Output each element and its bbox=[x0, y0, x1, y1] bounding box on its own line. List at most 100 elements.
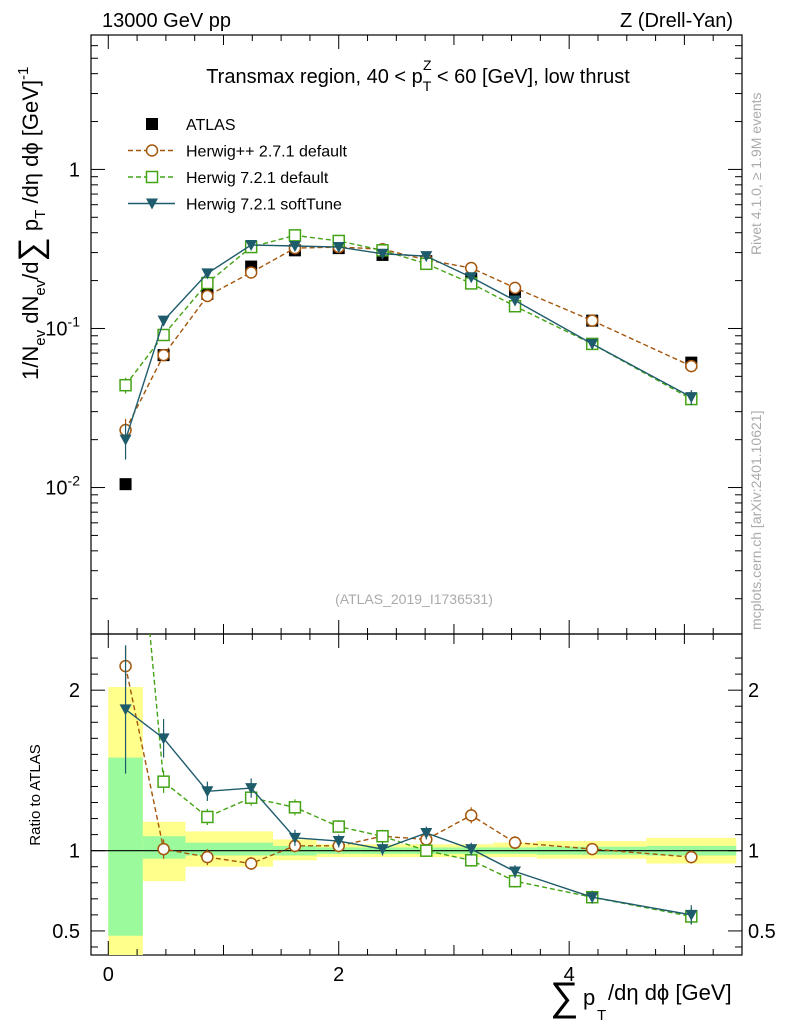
legend-label: ATLAS bbox=[186, 117, 236, 134]
ratio-point bbox=[245, 783, 258, 795]
data-point bbox=[509, 295, 522, 307]
y-tick-label: 10-1 bbox=[45, 313, 80, 340]
ratio-point bbox=[119, 704, 132, 716]
y-tick-label: 1 bbox=[69, 159, 80, 181]
series-line bbox=[124, 244, 692, 440]
x-tick-label: 0 bbox=[103, 964, 114, 986]
analysis-id: (ATLAS_2019_I1736531) bbox=[335, 591, 493, 607]
data-point bbox=[464, 261, 478, 275]
svg-text:1/Nev dNev/d∑ pT /dη dϕ [GeV]: 1/Nev dNev/d∑ pT /dη dϕ [GeV]-1 bbox=[12, 67, 50, 380]
ratio-point bbox=[201, 810, 214, 824]
data-point bbox=[332, 242, 345, 254]
data-point bbox=[119, 434, 132, 446]
ratio-point bbox=[685, 850, 698, 864]
ratio-point bbox=[201, 786, 214, 798]
data-point bbox=[157, 328, 170, 342]
legend-label: Herwig 7.2.1 default bbox=[186, 170, 329, 187]
svg-text:p: p bbox=[583, 985, 595, 1010]
band-inner bbox=[185, 842, 274, 856]
data-point bbox=[157, 315, 170, 327]
svg-text:/dη dϕ [GeV]: /dη dϕ [GeV] bbox=[608, 980, 732, 1005]
data-point bbox=[420, 251, 433, 263]
y-axis-label-main: 1/Nev dNev/d∑ pT /dη dϕ [GeV]-1 bbox=[12, 67, 50, 380]
data-point bbox=[119, 478, 132, 491]
ratio-uncertainty-bands bbox=[91, 686, 742, 955]
legend-marker bbox=[146, 118, 158, 130]
ratio-point bbox=[420, 844, 433, 857]
series-line bbox=[124, 246, 692, 431]
data-point bbox=[201, 268, 214, 280]
ratio-point bbox=[420, 828, 433, 840]
legend-marker bbox=[145, 170, 159, 184]
plot-title: Transmax region, 40 < pT < 60 [GeV], low… bbox=[206, 66, 630, 94]
ratio-point bbox=[464, 809, 478, 822]
mcplots-label: mcplots.cern.ch [arXiv:2401.10621] bbox=[748, 411, 764, 630]
series-line bbox=[125, 234, 692, 400]
ratio-point bbox=[157, 842, 170, 856]
svg-text:∑: ∑ bbox=[550, 975, 579, 1019]
ratio-point bbox=[332, 820, 345, 833]
ratio-point bbox=[157, 775, 170, 788]
ratio-point bbox=[376, 829, 389, 843]
ratio-point bbox=[465, 844, 478, 856]
process-label: Z (Drell-Yan) bbox=[620, 10, 733, 32]
legend-label: Herwig++ 2.7.1 default bbox=[186, 144, 348, 161]
ratio-point bbox=[464, 854, 478, 867]
ratio-series bbox=[119, 364, 698, 925]
ratio-point bbox=[288, 801, 302, 814]
data-point bbox=[465, 272, 478, 284]
x-axis-label: ∑ p T /dη dϕ [GeV] bbox=[550, 975, 732, 1024]
data-point bbox=[244, 266, 258, 279]
axis-ticks: 1 10-1 10-2 0 2 4 2 2 1 1 0.5 0.5 bbox=[45, 34, 776, 986]
ratio-line bbox=[124, 665, 692, 865]
data-point bbox=[288, 241, 301, 253]
ratio-point bbox=[376, 844, 389, 856]
data-point bbox=[157, 348, 170, 362]
ratio-y-tick-label: 2 bbox=[69, 680, 80, 702]
y-axis-label-ratio: Ratio to ATLAS bbox=[27, 744, 44, 845]
data-point bbox=[685, 359, 698, 373]
ratio-point bbox=[586, 892, 599, 904]
ratio-point bbox=[288, 832, 301, 844]
ratio-point bbox=[509, 866, 522, 878]
ratio-panel-frame bbox=[90, 633, 743, 956]
legend-label: Herwig 7.2.1 softTune bbox=[186, 197, 342, 214]
data-point bbox=[585, 314, 599, 327]
ratio-y-tick-label-right: 1 bbox=[748, 841, 759, 863]
data-point bbox=[508, 281, 522, 295]
data-point bbox=[119, 378, 132, 392]
ratio-point bbox=[157, 733, 170, 745]
data-point bbox=[586, 338, 599, 350]
plot-title-superscript: Z bbox=[423, 57, 432, 73]
svg-text:T: T bbox=[597, 1007, 606, 1024]
ratio-point bbox=[685, 909, 698, 921]
energy-label: 13000 GeV pp bbox=[102, 10, 231, 32]
ratio-line bbox=[149, 634, 692, 918]
ratio-y-tick-label: 0.5 bbox=[52, 921, 80, 943]
data-point bbox=[245, 239, 258, 251]
ratio-point bbox=[585, 842, 599, 856]
ratio-point bbox=[508, 836, 522, 849]
data-point bbox=[288, 229, 302, 242]
ratio-point bbox=[244, 857, 258, 870]
ratio-y-tick-label: 1 bbox=[69, 841, 80, 863]
band-inner bbox=[108, 757, 143, 936]
legend-marker bbox=[146, 198, 158, 210]
data-point bbox=[685, 392, 698, 404]
legend-marker bbox=[145, 144, 159, 157]
ratio-point bbox=[120, 364, 131, 375]
x-tick-label: 2 bbox=[333, 964, 344, 986]
data-point bbox=[376, 248, 389, 260]
ratio-y-tick-label-right: 2 bbox=[748, 680, 759, 702]
ratio-line bbox=[125, 708, 692, 916]
ratio-point bbox=[332, 836, 345, 848]
ratio-point bbox=[201, 850, 214, 864]
y-tick-label: 10-2 bbox=[45, 473, 80, 500]
main-series bbox=[119, 229, 698, 491]
rivet-label: Rivet 4.1.0, ≥ 1.9M events bbox=[748, 92, 764, 255]
ratio-y-tick-label-right: 0.5 bbox=[748, 921, 776, 943]
legend: ATLAS Herwig++ 2.7.1 default Herwig 7.2.1 … bbox=[128, 117, 348, 214]
x-tick-label: 4 bbox=[564, 964, 575, 986]
data-point bbox=[201, 289, 214, 303]
